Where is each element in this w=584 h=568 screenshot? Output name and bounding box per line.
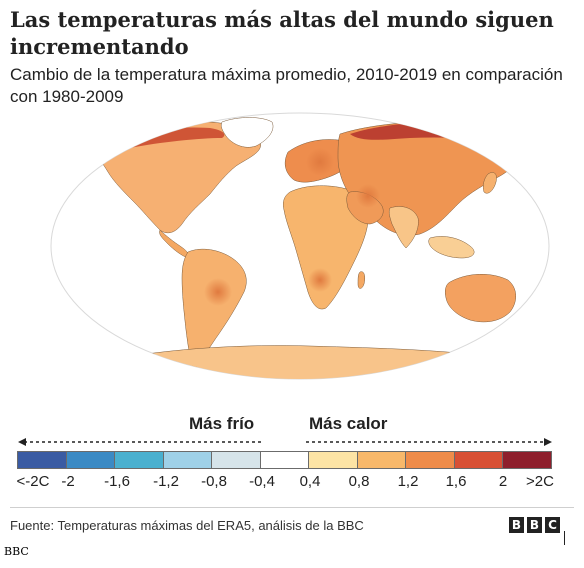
- scale-tick-label: 2: [498, 473, 508, 490]
- color-swatch: [308, 451, 358, 469]
- source-note: Fuente: Temperaturas máximas del ERA5, a…: [10, 518, 364, 533]
- warmer-label: Más calor: [309, 414, 388, 433]
- colder-label: Más frío: [189, 414, 255, 433]
- color-swatch: [356, 451, 407, 469]
- scale-tick-label: 1,6: [445, 473, 467, 490]
- color-swatch: [114, 451, 164, 469]
- footer-divider: [10, 507, 574, 508]
- scale-tick-label: -0,4: [249, 473, 275, 490]
- color-swatch: [405, 451, 455, 469]
- color-swatch: [259, 451, 310, 469]
- color-swatch: [453, 451, 504, 469]
- scale-tick-label: 1,2: [397, 473, 419, 490]
- chart-title: Las temperaturas más altas del mundo sig…: [10, 7, 554, 59]
- chart-subtitle: Cambio de la temperatura máxima promedio…: [10, 65, 563, 106]
- india: [388, 206, 419, 249]
- scale-tick-label: -2: [61, 473, 75, 490]
- north-america: [89, 120, 261, 234]
- hotspot-south-america: [204, 278, 232, 306]
- logo-letter: B: [509, 517, 524, 533]
- australia: [444, 274, 516, 323]
- japan: [482, 172, 497, 194]
- color-swatch: [211, 451, 261, 469]
- scale-tick-label: <-2C: [16, 473, 50, 490]
- warmer-arrow: [306, 438, 552, 446]
- bbc-logo: B B C: [509, 517, 560, 533]
- hotspot-middle-east: [356, 184, 380, 208]
- hotspot-southern-africa: [308, 268, 332, 292]
- color-swatch: [502, 451, 553, 469]
- scale-tick-label: -1,6: [104, 473, 130, 490]
- map-svg: [50, 112, 550, 380]
- scale-tick-label: 0,4: [299, 473, 321, 490]
- hotspot-europe: [306, 148, 334, 176]
- scale-tick-label: -0,8: [201, 473, 227, 490]
- color-swatch: [162, 451, 213, 469]
- scale-tick-label: >2C: [526, 473, 554, 490]
- color-swatch: [17, 451, 67, 469]
- color-scale: [17, 451, 553, 469]
- southeast-asia: [428, 236, 475, 259]
- scale-tick-label: -1,2: [153, 473, 179, 490]
- new-zealand: [523, 317, 533, 333]
- scale-tick-label: 0,8: [348, 473, 370, 490]
- color-swatch: [65, 451, 116, 469]
- logo-letter: C: [545, 517, 560, 533]
- colder-arrow: [18, 438, 264, 446]
- divider-mark: [564, 531, 565, 545]
- image-caption: BBC: [4, 545, 29, 558]
- madagascar: [357, 271, 366, 289]
- greenland: [220, 117, 274, 148]
- logo-letter: B: [527, 517, 542, 533]
- world-temperature-map: [50, 112, 550, 380]
